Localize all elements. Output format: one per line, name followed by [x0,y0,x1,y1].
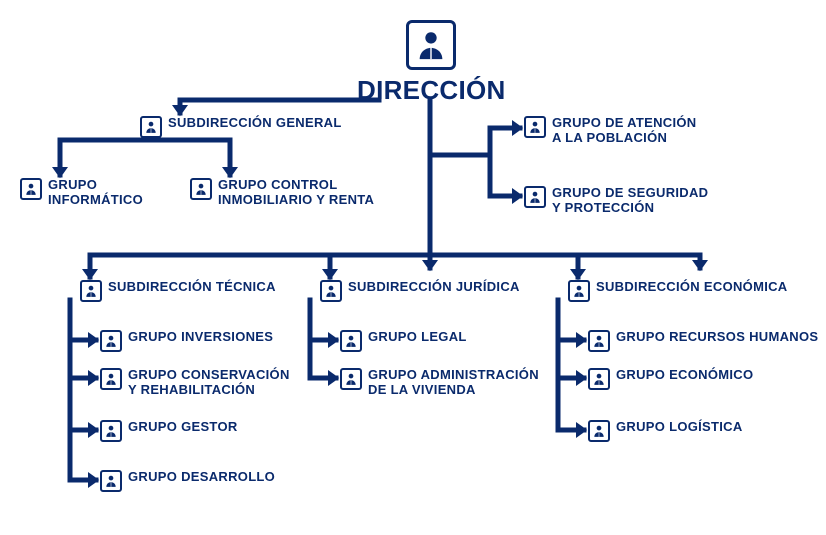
person-icon [100,420,122,442]
person-icon [100,330,122,352]
person-icon [524,116,546,138]
person-icon [140,116,162,138]
node-label: GRUPO LEGAL [368,330,467,345]
person-icon [340,368,362,390]
node-label: SUBDIRECCIÓN ECONÓMICA [596,280,788,295]
person-icon [524,186,546,208]
node-gctrl: GRUPO CONTROLINMOBILIARIO Y RENTA [190,178,374,208]
node-ginv: GRUPO INVERSIONES [100,330,273,352]
node-label: GRUPO ADMINISTRACIÓNDE LA VIVIENDA [368,368,539,398]
node-label: DIRECCIÓN [357,76,506,106]
node-gecon: GRUPO ECONÓMICO [588,368,753,390]
person-icon [100,470,122,492]
node-label: SUBDIRECCIÓN JURÍDICA [348,280,520,295]
person-icon [320,280,342,302]
node-label: GRUPO INVERSIONES [128,330,273,345]
node-label: GRUPO ECONÓMICO [616,368,753,383]
node-gcons: GRUPO CONSERVACIÓNY REHABILITACIÓN [100,368,290,398]
person-icon [568,280,590,302]
node-label: GRUPO CONSERVACIÓNY REHABILITACIÓN [128,368,290,398]
node-root: DIRECCIÓN [357,20,506,106]
node-glog: GRUPO LOGÍSTICA [588,420,743,442]
node-ggest: GRUPO GESTOR [100,420,238,442]
node-label: GRUPOINFORMÁTICO [48,178,143,208]
node-label: GRUPO CONTROLINMOBILIARIO Y RENTA [218,178,374,208]
person-icon [588,420,610,442]
node-gdes: GRUPO DESARROLLO [100,470,275,492]
node-label: GRUPO DE ATENCIÓNA LA POBLACIÓN [552,116,697,146]
node-label: SUBDIRECCIÓN TÉCNICA [108,280,276,295]
node-subtec: SUBDIRECCIÓN TÉCNICA [80,280,276,302]
node-label: GRUPO DESARROLLO [128,470,275,485]
node-gadmv: GRUPO ADMINISTRACIÓNDE LA VIVIENDA [340,368,539,398]
node-label: GRUPO RECURSOS HUMANOS [616,330,818,345]
person-icon [100,368,122,390]
org-chart: { "type": "org-chart", "canvas": { "widt… [0,0,826,535]
node-subeco: SUBDIRECCIÓN ECONÓMICA [568,280,788,302]
person-icon [406,20,456,70]
node-glegal: GRUPO LEGAL [340,330,467,352]
node-label: GRUPO DE SEGURIDADY PROTECCIÓN [552,186,708,216]
node-subjur: SUBDIRECCIÓN JURÍDICA [320,280,520,302]
node-ginfo: GRUPOINFORMÁTICO [20,178,143,208]
person-icon [588,330,610,352]
person-icon [340,330,362,352]
node-label: GRUPO GESTOR [128,420,238,435]
person-icon [80,280,102,302]
person-icon [20,178,42,200]
node-gseg: GRUPO DE SEGURIDADY PROTECCIÓN [524,186,708,216]
node-label: SUBDIRECCIÓN GENERAL [168,116,342,131]
person-icon [588,368,610,390]
node-label: GRUPO LOGÍSTICA [616,420,743,435]
node-subgen: SUBDIRECCIÓN GENERAL [140,116,342,138]
node-gatpob: GRUPO DE ATENCIÓNA LA POBLACIÓN [524,116,697,146]
node-grh: GRUPO RECURSOS HUMANOS [588,330,818,352]
person-icon [190,178,212,200]
